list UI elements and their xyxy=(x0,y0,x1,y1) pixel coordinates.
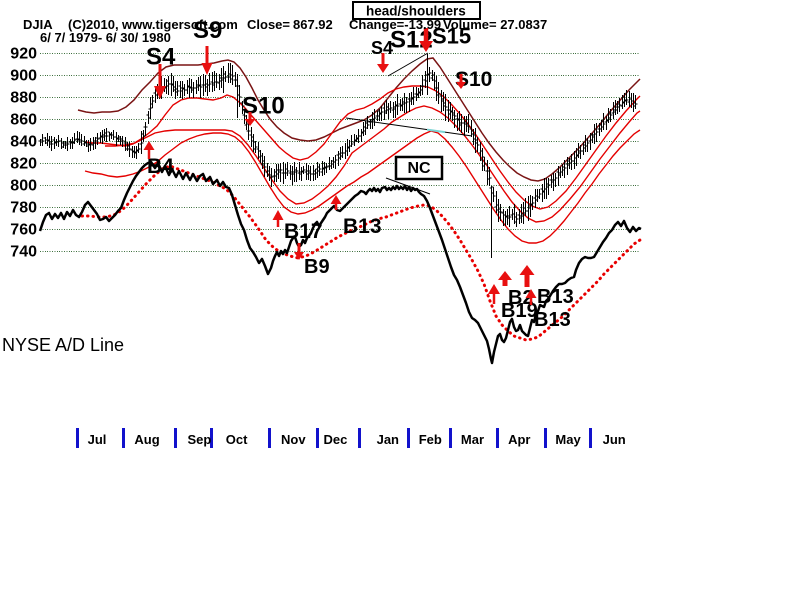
svg-text:S10: S10 xyxy=(455,68,492,91)
svg-text:B4: B4 xyxy=(147,155,174,178)
svg-text:Sep: Sep xyxy=(188,432,212,447)
svg-text:DJIA: DJIA xyxy=(23,17,53,32)
svg-text:Change=-13.99: Change=-13.99 xyxy=(349,17,441,32)
svg-text:780: 780 xyxy=(10,200,37,217)
svg-text:Jun: Jun xyxy=(603,432,626,447)
svg-text:S15: S15 xyxy=(432,24,471,49)
svg-text:Jan: Jan xyxy=(377,432,399,447)
svg-text:B19: B19 xyxy=(501,300,538,322)
svg-text:Dec: Dec xyxy=(324,432,348,447)
svg-text:S9: S9 xyxy=(193,17,222,44)
svg-text:Oct: Oct xyxy=(226,432,248,447)
svg-text:900: 900 xyxy=(10,68,37,85)
svg-text:NYSE A/D Line: NYSE A/D Line xyxy=(2,335,124,355)
svg-text:Feb: Feb xyxy=(419,432,442,447)
svg-text:Volume= 27.0837: Volume= 27.0837 xyxy=(443,17,547,32)
svg-text:NC: NC xyxy=(407,160,431,177)
svg-text:880: 880 xyxy=(10,90,37,107)
svg-text:867.92: 867.92 xyxy=(293,17,333,32)
svg-text:Apr: Apr xyxy=(508,432,530,447)
svg-text:B9: B9 xyxy=(304,256,330,278)
svg-text:(C)2010,: (C)2010, xyxy=(68,17,119,32)
svg-text:Jul: Jul xyxy=(88,432,107,447)
svg-text:www.tigersoft.com: www.tigersoft.com xyxy=(121,17,238,32)
svg-text:740: 740 xyxy=(10,244,37,261)
svg-text:B13: B13 xyxy=(343,215,382,238)
svg-text:head/shoulders: head/shoulders xyxy=(366,4,466,19)
svg-text:860: 860 xyxy=(10,112,37,129)
svg-text:B17: B17 xyxy=(284,220,323,243)
svg-text:Close=: Close= xyxy=(247,17,290,32)
svg-text:820: 820 xyxy=(10,156,37,173)
svg-text:6/ 7/ 1979- 6/ 30/ 1980: 6/ 7/ 1979- 6/ 30/ 1980 xyxy=(40,30,171,45)
svg-text:B2: B2 xyxy=(508,287,534,309)
svg-text:800: 800 xyxy=(10,178,37,195)
svg-text:May: May xyxy=(555,432,581,447)
svg-text:Mar: Mar xyxy=(461,432,484,447)
svg-text:Nov: Nov xyxy=(281,432,306,447)
svg-text:B13: B13 xyxy=(534,309,571,331)
svg-text:920: 920 xyxy=(10,46,37,63)
svg-text:S4: S4 xyxy=(371,38,393,58)
svg-text:760: 760 xyxy=(10,222,37,239)
svg-text:S10: S10 xyxy=(242,93,285,120)
svg-text:Aug: Aug xyxy=(134,432,159,447)
svg-text:B13: B13 xyxy=(537,286,574,308)
svg-text:840: 840 xyxy=(10,134,37,151)
